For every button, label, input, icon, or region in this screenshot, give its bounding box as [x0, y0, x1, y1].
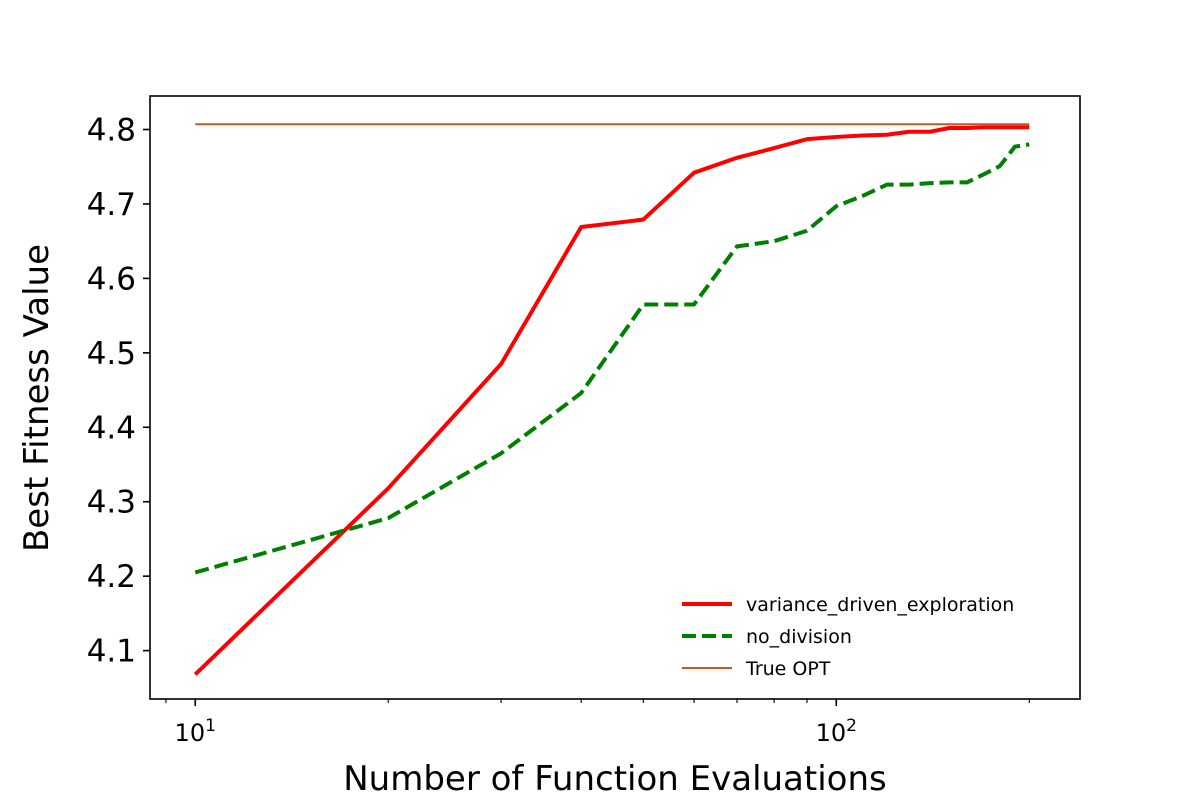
- legend: variance_driven_exploration no_division Tr…: [682, 594, 1014, 680]
- y-tick-label: 4.4: [87, 410, 136, 446]
- y-tick-label: 4.7: [87, 187, 136, 223]
- y-tick-label: 4.2: [87, 559, 136, 595]
- y-tick-label: 4.3: [87, 485, 136, 521]
- series-layer: [193, 123, 1030, 676]
- legend-label: True OPT: [745, 658, 831, 680]
- legend-label: no_division: [746, 626, 852, 648]
- y-axis-label: Best Fitness Value: [17, 244, 57, 552]
- x-axis-label: Number of Function Evaluations: [343, 759, 887, 799]
- plot-frame: [149, 95, 1081, 700]
- y-tick-label: 4.5: [87, 336, 136, 372]
- y-tick-label: 4.6: [87, 261, 136, 297]
- x-tick-label: 101: [175, 716, 216, 747]
- axes-layer: 4.1 4.2 4.3 4.4 4.5 4.6 4.7 4.8 101 102: [87, 113, 1030, 747]
- y-tick-label: 4.8: [87, 113, 136, 149]
- y-tick-label: 4.1: [87, 634, 136, 670]
- legend-label: variance_driven_exploration: [746, 594, 1014, 616]
- series-line-1: [193, 125, 1030, 676]
- x-tick-label: 102: [816, 716, 857, 747]
- series-line-2: [194, 142, 1030, 575]
